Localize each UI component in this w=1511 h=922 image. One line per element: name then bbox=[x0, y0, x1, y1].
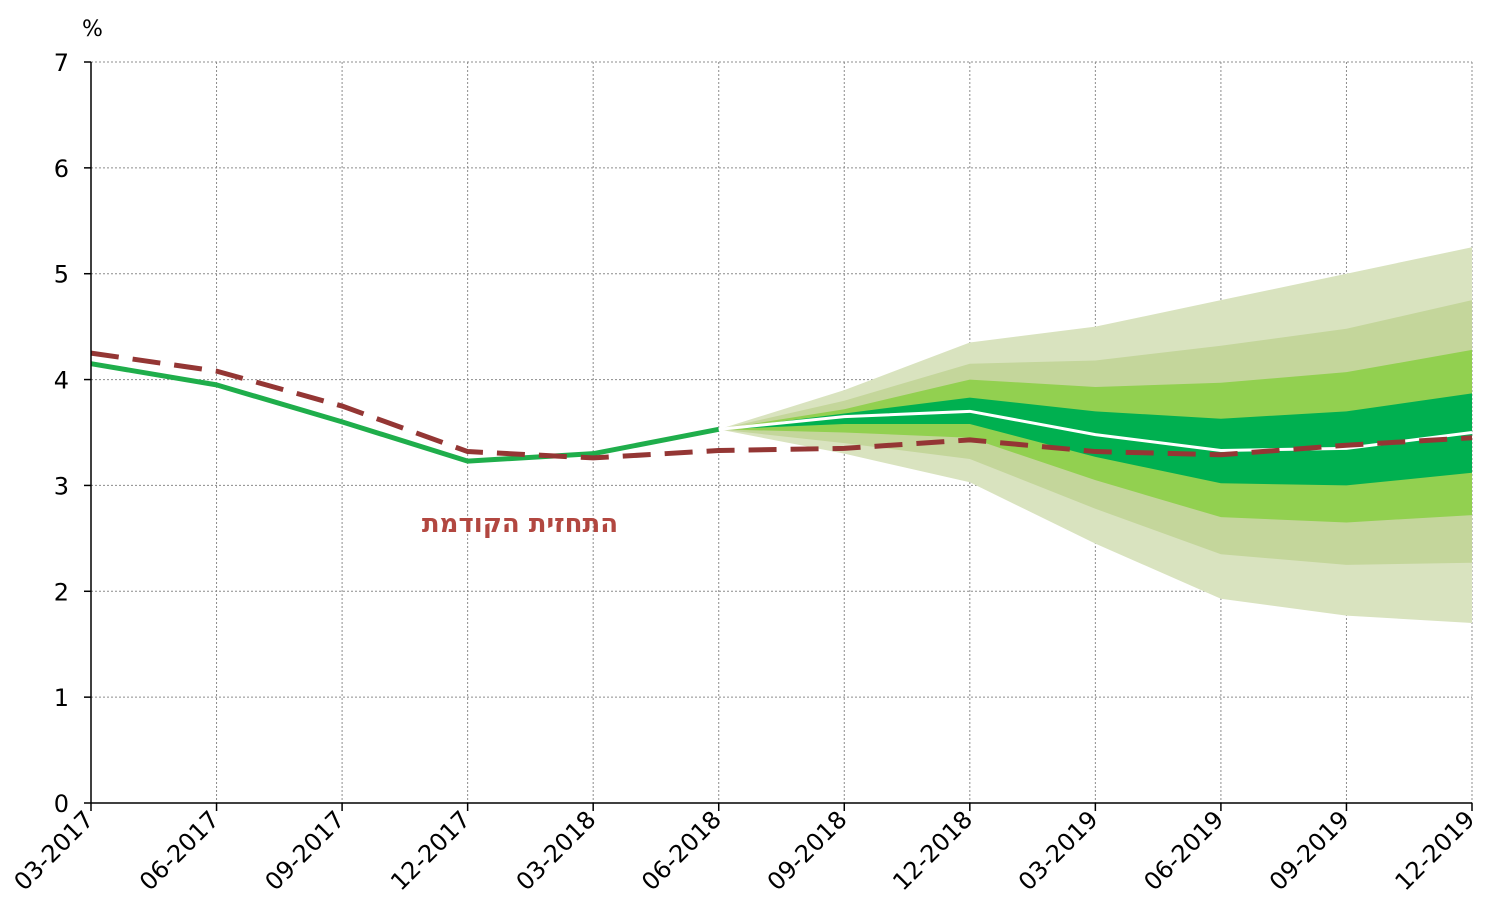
y-tick-label: 7 bbox=[54, 49, 69, 77]
x-tick-label: 12-2018 bbox=[887, 805, 978, 896]
y-tick-label: 5 bbox=[54, 261, 69, 289]
series-line-2 bbox=[90, 350, 1473, 461]
x-tick-label: 06-2017 bbox=[134, 805, 225, 896]
x-tick-label: 09-2019 bbox=[1264, 805, 1355, 896]
axes bbox=[84, 61, 1473, 811]
x-tick-label: 06-2019 bbox=[1138, 805, 1229, 896]
y-axis-label: % bbox=[82, 17, 103, 42]
x-tick-label: 03-2018 bbox=[511, 805, 602, 896]
x-tick-label: 03-2019 bbox=[1013, 805, 1104, 896]
y-tick-label: 2 bbox=[54, 578, 69, 606]
fan-band-4 bbox=[718, 393, 1472, 486]
x-tick-label: 09-2017 bbox=[260, 805, 351, 896]
y-tick-label: 6 bbox=[54, 155, 69, 183]
x-tick-label: 12-2019 bbox=[1390, 805, 1481, 896]
x-tick-label: 06-2018 bbox=[636, 805, 727, 896]
x-tick-label: 12-2017 bbox=[385, 805, 476, 896]
y-tick-labels: 0 1 2 3 4 5 6 7 bbox=[54, 49, 69, 818]
x-tick-label: 03-2017 bbox=[9, 805, 100, 896]
previous-forecast-annotation: התחזית הקודמת bbox=[422, 509, 618, 539]
series-line-3 bbox=[718, 409, 1473, 452]
series-line-1 bbox=[90, 361, 720, 464]
grid-lines bbox=[90, 61, 1473, 804]
x-tick-label: 09-2018 bbox=[762, 805, 853, 896]
y-tick-label: 4 bbox=[54, 367, 69, 395]
y-tick-label: 1 bbox=[54, 684, 69, 712]
x-tick-labels: 03-2017 06-2017 09-2017 12-2017 03-2018 06-20… bbox=[9, 805, 1481, 896]
y-tick-label: 3 bbox=[54, 472, 69, 500]
y-tick-label: 0 bbox=[54, 790, 69, 818]
series-lines bbox=[90, 350, 1473, 464]
